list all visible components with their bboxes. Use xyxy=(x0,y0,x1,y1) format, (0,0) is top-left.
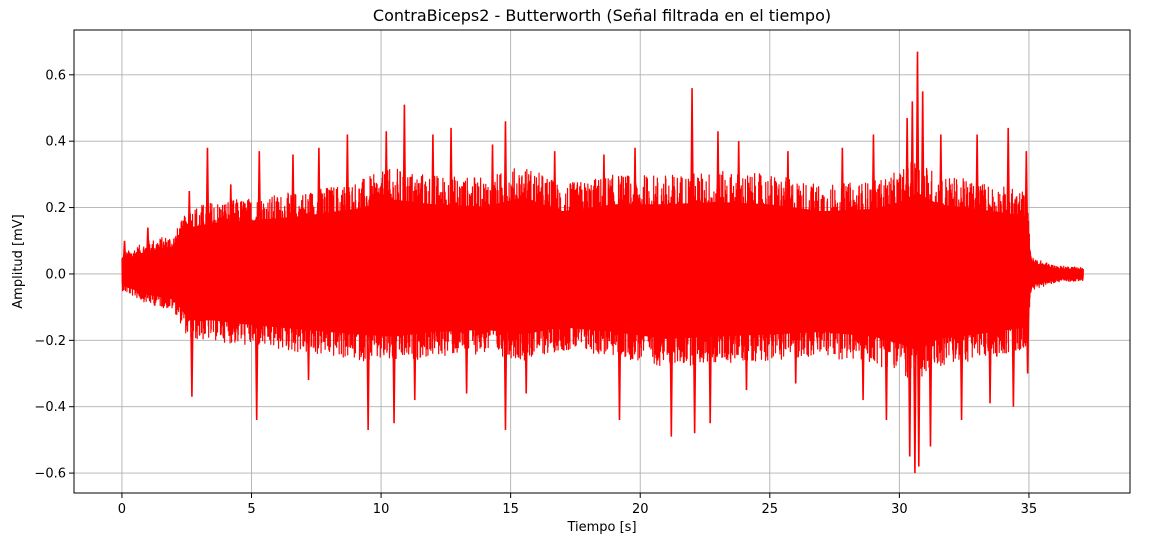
signal-peak xyxy=(503,273,508,430)
signal-peak xyxy=(1025,273,1030,374)
x-tick-label: 10 xyxy=(373,502,390,517)
signal-peak xyxy=(345,134,350,274)
signal-peak xyxy=(871,134,876,274)
signal-peak xyxy=(689,88,695,274)
y-tick-label: 0.6 xyxy=(45,68,66,83)
x-tick-label: 20 xyxy=(632,502,649,517)
signal-peak xyxy=(793,273,799,384)
signal-series xyxy=(121,51,1084,474)
signal-peak xyxy=(632,147,638,274)
y-tick-label: 0.4 xyxy=(45,135,66,150)
signal-peak xyxy=(617,273,622,420)
signal-peak xyxy=(860,273,866,401)
signal-peak xyxy=(715,131,721,274)
signal-peak xyxy=(1011,273,1016,407)
signal-peak xyxy=(692,273,697,434)
signal-peak xyxy=(552,151,558,274)
signal-peak xyxy=(1005,127,1011,274)
signal-peak xyxy=(402,104,407,274)
signal-peak xyxy=(904,117,910,274)
signal-peak xyxy=(256,151,262,274)
signal-peak xyxy=(916,273,922,467)
signal-peak xyxy=(668,273,674,437)
y-tick-label: −0.6 xyxy=(34,467,66,482)
signal-peak xyxy=(490,144,495,274)
signal-peak xyxy=(938,134,944,274)
signal-peak xyxy=(915,51,920,274)
signal-peak xyxy=(736,141,742,274)
signal-peak xyxy=(707,273,713,424)
plot-frame xyxy=(73,29,1131,494)
x-tick-label: 35 xyxy=(1021,502,1038,517)
x-tick-label: 25 xyxy=(762,502,779,517)
y-tick-label: 0.2 xyxy=(45,201,66,216)
y-axis-ticks: −0.6 −0.4 −0.2 0.0 0.2 0.4 0.6 xyxy=(34,68,74,482)
signal-peak xyxy=(959,273,964,420)
y-tick-label: −0.2 xyxy=(34,334,66,349)
signal-peak xyxy=(391,273,397,424)
chart-title: ContraBiceps2 - Butterworth (Señal filtr… xyxy=(373,6,831,25)
signal-peak xyxy=(306,273,311,381)
signal-peak xyxy=(523,273,529,394)
signal-peak xyxy=(744,273,749,391)
signal-peak xyxy=(920,91,926,274)
signal-peak xyxy=(205,147,210,274)
y-axis-label: Amplitud [mV] xyxy=(11,214,26,308)
signal-peak xyxy=(383,131,389,274)
signal-peak xyxy=(912,273,918,474)
signal-peak xyxy=(316,147,322,274)
signal-peak xyxy=(601,154,607,274)
signal-peak xyxy=(145,227,151,274)
signal-peak xyxy=(448,127,454,274)
x-axis-label: Tiempo [s] xyxy=(566,520,636,535)
signal-peak xyxy=(122,240,127,274)
signal-peak xyxy=(464,273,469,394)
signal-peak xyxy=(785,151,791,274)
signal-peak xyxy=(412,273,418,401)
x-tick-label: 5 xyxy=(247,502,255,517)
signal-peak xyxy=(907,273,913,457)
signal-peak xyxy=(430,134,436,274)
signal-peak xyxy=(189,273,195,397)
signal-peak xyxy=(503,121,508,274)
signal-peak xyxy=(928,273,933,447)
y-tick-label: −0.4 xyxy=(34,400,66,415)
signal-peak xyxy=(974,134,980,274)
signal-peak xyxy=(254,273,260,420)
x-tick-label: 30 xyxy=(891,502,908,517)
signal-peak xyxy=(290,154,296,274)
signal-peak xyxy=(228,184,234,274)
x-tick-label: 0 xyxy=(118,502,126,517)
x-tick-label: 15 xyxy=(502,502,519,517)
signal-peak xyxy=(840,147,845,274)
signal-peak xyxy=(186,190,192,274)
signal-peak xyxy=(365,273,371,430)
signal-peak xyxy=(1023,151,1029,274)
signal-peak xyxy=(987,273,993,404)
signal-peak xyxy=(884,273,889,420)
y-tick-label: 0.0 xyxy=(45,267,66,282)
signal-peak xyxy=(909,101,915,274)
x-axis-ticks: 0 5 10 15 20 25 30 35 xyxy=(118,493,1037,517)
